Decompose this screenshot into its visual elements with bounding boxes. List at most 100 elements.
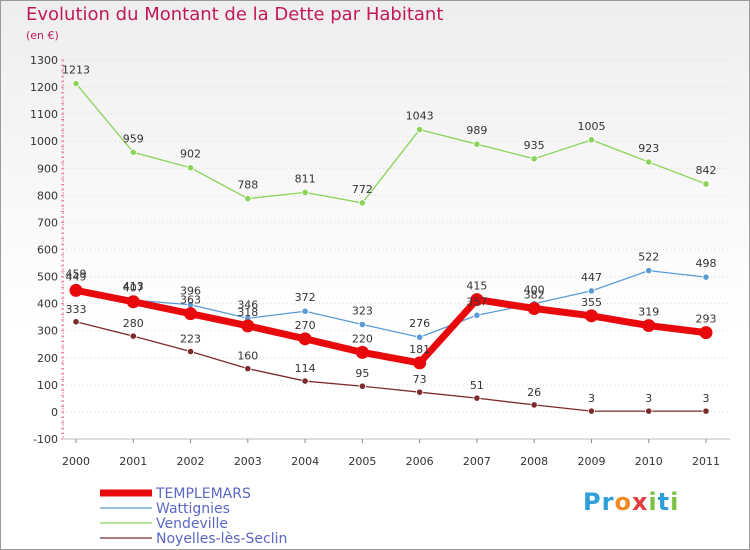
- data-label: 95: [355, 367, 369, 380]
- y-tick-label: 400: [37, 298, 58, 311]
- data-label: 3: [703, 392, 710, 405]
- data-label: 355: [581, 296, 602, 309]
- data-point: [244, 365, 252, 373]
- x-tick-label: 2004: [291, 455, 319, 468]
- data-label: 114: [295, 362, 316, 375]
- data-label: 447: [581, 271, 602, 284]
- data-label: 323: [352, 304, 373, 317]
- data-point: [186, 347, 195, 356]
- data-point: [355, 345, 369, 359]
- data-point: [587, 407, 596, 415]
- data-point: [645, 407, 653, 415]
- data-point: [587, 136, 596, 144]
- x-tick-label: 2006: [406, 455, 434, 468]
- data-point: [69, 283, 83, 297]
- logo-letter: o: [614, 488, 632, 516]
- y-tick-label: 1200: [30, 81, 58, 94]
- data-label: 346: [237, 298, 258, 311]
- data-label: 413: [123, 280, 144, 293]
- data-label: 1043: [406, 110, 434, 123]
- x-tick-label: 2008: [520, 455, 548, 468]
- data-point: [416, 388, 424, 396]
- data-point: [699, 326, 713, 340]
- legend-label: Wattignies: [156, 501, 230, 517]
- data-label: 3: [645, 392, 652, 405]
- y-tick-label: 100: [37, 379, 58, 392]
- data-point: [416, 125, 424, 134]
- data-label: 382: [524, 289, 545, 302]
- proxiti-logo: Proxiti: [583, 488, 679, 516]
- data-point: [126, 295, 140, 309]
- series-templemars: [69, 283, 713, 370]
- series-line: [75, 286, 707, 367]
- data-point: [129, 148, 137, 156]
- y-tick-label: 0: [51, 406, 58, 419]
- data-label: 357: [466, 295, 487, 308]
- data-label: 1213: [62, 64, 90, 77]
- y-tick-label: 600: [37, 244, 58, 257]
- x-tick-label: 2010: [635, 455, 663, 468]
- data-label: 181: [409, 343, 430, 356]
- series-line: [75, 269, 707, 338]
- series-line: [75, 321, 706, 412]
- data-label: 3: [588, 392, 595, 405]
- data-point: [473, 311, 481, 319]
- data-point: [129, 332, 137, 340]
- y-tick-label: -100: [33, 433, 58, 446]
- data-point: [587, 287, 596, 295]
- data-label: 51: [470, 379, 484, 392]
- data-point: [702, 273, 710, 281]
- data-point: [642, 319, 656, 333]
- logo-letter: i: [648, 488, 658, 516]
- data-point: [184, 307, 198, 321]
- data-point: [473, 394, 481, 402]
- data-point: [72, 318, 80, 326]
- data-label: 270: [295, 319, 316, 332]
- data-point: [702, 180, 710, 188]
- data-label: 842: [696, 164, 717, 177]
- data-label: 935: [524, 139, 545, 152]
- data-point: [530, 155, 538, 163]
- data-label: 276: [409, 317, 430, 330]
- data-point: [358, 320, 366, 329]
- data-point: [301, 307, 309, 315]
- data-label: 372: [295, 291, 316, 304]
- data-point: [358, 382, 366, 390]
- data-label: 293: [696, 313, 717, 326]
- data-label: 1005: [577, 120, 605, 133]
- y-tick-label: 900: [37, 162, 58, 175]
- data-label: 415: [466, 280, 487, 293]
- data-point: [473, 140, 481, 148]
- y-tick-label: 1000: [30, 135, 58, 148]
- data-label: 449: [66, 270, 87, 283]
- data-label: 400: [524, 284, 545, 297]
- data-point: [416, 333, 424, 341]
- data-label: 160: [237, 350, 258, 363]
- data-point: [301, 377, 309, 385]
- y-tick-label: 300: [37, 325, 58, 338]
- x-tick-label: 2000: [62, 455, 90, 468]
- data-label: 26: [527, 386, 541, 399]
- y-tick-label: 1300: [30, 54, 58, 67]
- x-tick-label: 2009: [577, 455, 605, 468]
- y-tick-label: 500: [37, 271, 58, 284]
- data-point: [241, 319, 255, 333]
- logo-letter: P: [583, 488, 602, 516]
- data-point: [527, 302, 541, 316]
- y-tick-label: 700: [37, 216, 58, 229]
- data-label: 223: [180, 333, 201, 346]
- data-label: 333: [66, 303, 87, 316]
- series-noyelles-l-s-seclin: [72, 318, 710, 415]
- data-label: 772: [352, 183, 373, 196]
- data-label: 318: [237, 306, 258, 319]
- x-tick-label: 2011: [692, 455, 720, 468]
- data-point: [301, 188, 309, 196]
- series-vendeville: [72, 79, 710, 207]
- x-tick-label: 2003: [234, 455, 262, 468]
- data-label: 396: [180, 285, 201, 298]
- data-point: [298, 332, 312, 346]
- data-point: [470, 293, 484, 307]
- logo-letter: r: [601, 488, 615, 516]
